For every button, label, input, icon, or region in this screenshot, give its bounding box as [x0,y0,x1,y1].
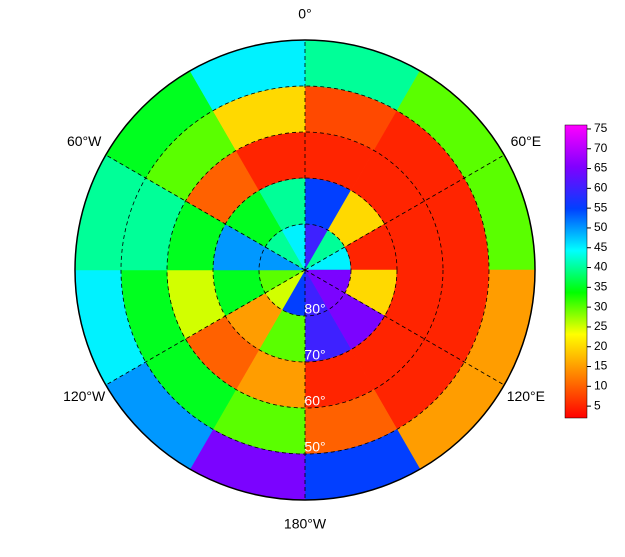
colorbar-tick-label: 60 [594,181,608,195]
lon-label: 60°E [511,133,542,149]
colorbar-tick-label: 35 [594,280,608,294]
colorbar-tick-label: 20 [594,339,608,353]
lon-grid-line [304,269,505,386]
lon-label: 60°W [67,133,102,149]
colorbar-tick-label: 40 [594,260,608,274]
colorbar-tick-label: 45 [594,240,608,254]
colorbar-tick-label: 65 [594,161,608,175]
map-border [74,39,536,501]
colorbar [564,124,588,419]
lat-grid-line [166,131,444,409]
lat-grid-line [212,177,398,363]
lon-grid-line [105,269,306,386]
colorbar-tick-label: 70 [594,141,608,155]
colorbar-tick-label: 30 [594,299,608,313]
lat-label: 50° [304,439,325,455]
lat-label: 80° [304,301,325,317]
lat-label: 70° [304,347,325,363]
colorbar-tick-label: 5 [594,398,601,412]
colorbar-tick-label: 55 [594,200,608,214]
colorbar-tick-label: 50 [594,220,608,234]
lon-grid-line [105,154,306,271]
colorbar-tick-label: 10 [594,378,608,392]
colorbar-tick-label: 75 [594,121,608,135]
colorbar-tick-label: 15 [594,359,608,373]
lon-label: 120°W [63,388,106,404]
lat-label: 60° [304,393,325,409]
lon-label: 180°W [284,516,327,532]
colorbar-tick-label: 25 [594,319,608,333]
lon-label: 0° [298,6,311,22]
lon-label: 120°E [507,388,545,404]
lon-grid-line [304,154,505,271]
